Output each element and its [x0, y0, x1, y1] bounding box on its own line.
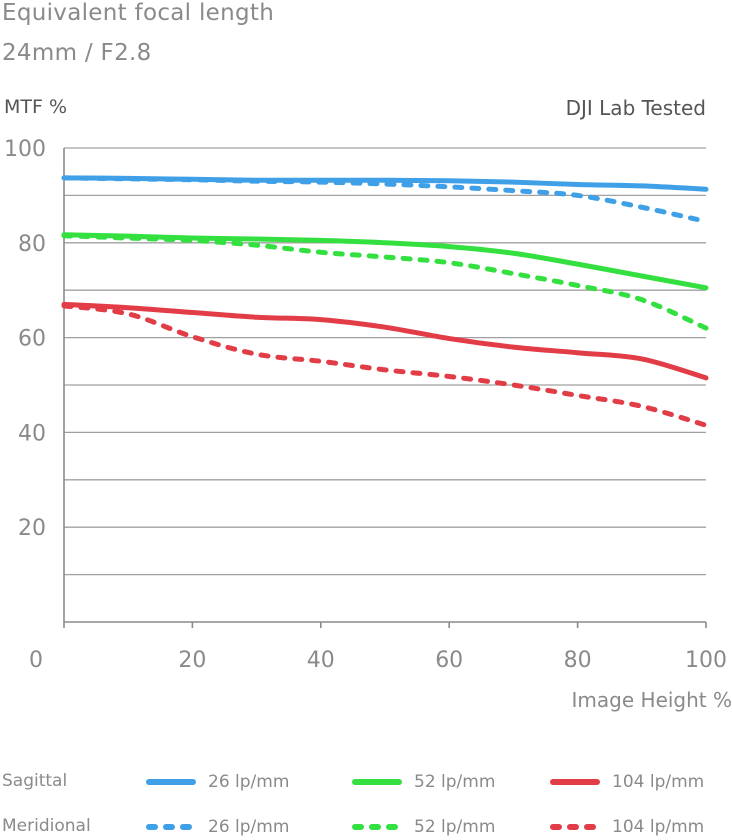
legend-row-label-meridional: Meridional — [2, 816, 91, 836]
series-line-52lp-meridional — [61, 233, 709, 331]
y-tick-label: 80 — [18, 232, 46, 257]
legend-swatch — [352, 779, 402, 785]
legend-label: 104 lp/mm — [612, 772, 705, 792]
x-tick-label: 100 — [685, 648, 727, 673]
y-tick-label: 40 — [18, 421, 46, 446]
y-axis-label: MTF % — [4, 96, 68, 118]
legend-label: 52 lp/mm — [414, 817, 496, 837]
legend-item: 26 lp/mm — [146, 815, 289, 839]
y-tick-label: 20 — [18, 516, 46, 541]
series-line-104lp-meridional — [61, 303, 709, 428]
legend-item: 52 lp/mm — [352, 770, 495, 794]
legend-item: 104 lp/mm — [550, 770, 704, 794]
legend-row-label-sagittal: Sagittal — [2, 771, 68, 791]
chart-title-line1: Equivalent focal length — [2, 0, 275, 26]
y-tick-label: 60 — [18, 327, 46, 352]
legend-swatch — [146, 824, 196, 830]
legend-item: 52 lp/mm — [352, 815, 495, 839]
y-tick-label: 100 — [4, 137, 46, 162]
x-tick-label: 40 — [307, 648, 335, 673]
legend-label: 104 lp/mm — [612, 817, 705, 837]
x-tick-label: 80 — [564, 648, 592, 673]
lab-tested-badge: DJI Lab Tested — [565, 96, 706, 120]
x-axis-label: Image Height % — [571, 688, 732, 712]
legend-swatch — [352, 824, 402, 830]
x-tick-label: 20 — [178, 648, 206, 673]
chart-title-line2: 24mm / F2.8 — [2, 40, 152, 66]
legend-item: 26 lp/mm — [146, 770, 289, 794]
series-line-52lp-sagittal — [61, 232, 709, 291]
mtf-chart: 0 20 40 60 80 100 20 40 60 80 100 — [4, 137, 727, 673]
x-tick-label: 60 — [435, 648, 463, 673]
legend-label: 26 lp/mm — [208, 772, 290, 792]
series-line-26lp-sagittal — [61, 175, 709, 192]
legend-label: 52 lp/mm — [414, 772, 496, 792]
x-tick-label: 0 — [29, 648, 43, 673]
legend-label: 26 lp/mm — [208, 817, 290, 837]
legend-swatch — [146, 779, 196, 785]
series-line-104lp-sagittal — [61, 301, 709, 381]
legend-item: 104 lp/mm — [550, 815, 704, 839]
legend-swatch — [550, 779, 600, 785]
legend-swatch — [550, 824, 600, 830]
